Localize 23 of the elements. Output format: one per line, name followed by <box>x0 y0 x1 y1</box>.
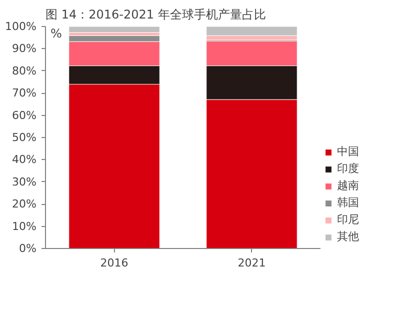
y-tick-label: 100% <box>5 20 37 33</box>
x-tick-label: 2021 <box>238 256 266 270</box>
y-tick-label: 50% <box>12 131 37 144</box>
bar <box>206 26 298 36</box>
chart-title: 图 14：2016-2021 年全球手机产量占比 <box>46 8 266 22</box>
y-axis-title: % <box>50 26 62 40</box>
legend-label: 越南 <box>337 178 359 193</box>
legend-label: 中国 <box>337 144 359 159</box>
y-tick-label: 40% <box>12 153 37 166</box>
legend-label: 印度 <box>337 161 359 176</box>
legend-label: 印尼 <box>337 212 359 227</box>
y-tick-label: 10% <box>12 220 37 233</box>
y-tick-label: 90% <box>12 42 37 56</box>
y-tick-label: 30% <box>12 175 37 188</box>
y-tick-label: 70% <box>12 86 37 100</box>
y-tick-label: 60% <box>12 108 37 122</box>
x-tick-label: 2016 <box>100 256 128 270</box>
y-tick-label: 20% <box>12 198 37 211</box>
y-tick-label: 0% <box>19 242 36 255</box>
legend-label: 韩国 <box>337 195 359 210</box>
bar <box>68 26 160 33</box>
y-tick-label: 80% <box>12 64 37 78</box>
legend-label: 其他 <box>337 229 359 244</box>
